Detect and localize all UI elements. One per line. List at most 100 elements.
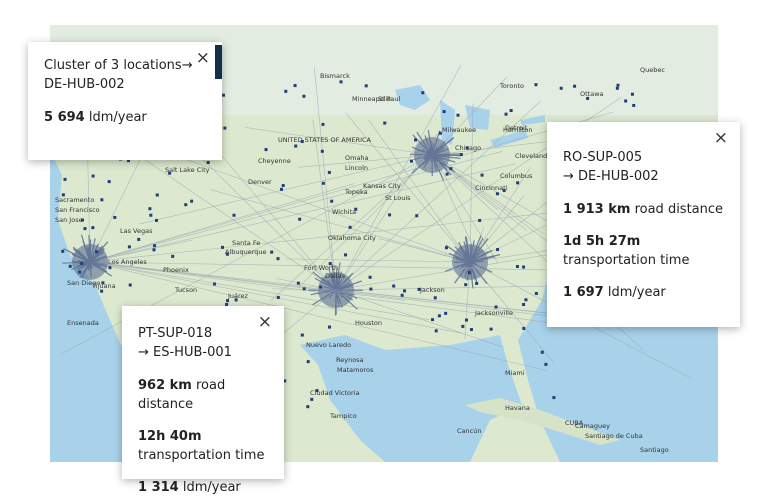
- location: [516, 181, 519, 184]
- location: [307, 360, 310, 363]
- location: [319, 286, 322, 289]
- map-label: Los Angeles: [108, 258, 147, 266]
- close-button[interactable]: ×: [196, 48, 210, 68]
- cluster: [452, 244, 488, 280]
- location: [560, 87, 563, 90]
- map-label: St Louis: [385, 194, 411, 202]
- location: [171, 255, 174, 258]
- title-line: DE-HUB-002: [44, 75, 206, 94]
- location: [415, 214, 418, 217]
- location: [302, 95, 305, 98]
- location: [152, 248, 155, 251]
- fact-text: transportation time: [138, 448, 264, 463]
- location: [534, 83, 537, 86]
- location: [277, 257, 280, 260]
- location: [464, 283, 467, 286]
- map-label: Tampico: [329, 412, 357, 420]
- fact-value: 1 697: [563, 285, 604, 300]
- location: [616, 84, 619, 87]
- close-button[interactable]: ×: [258, 312, 272, 332]
- map-label: Cleveland: [515, 152, 547, 160]
- location: [113, 216, 116, 219]
- location: [91, 226, 94, 229]
- location: [631, 93, 634, 96]
- location: [446, 173, 449, 176]
- map-label: Lincoln: [345, 164, 368, 172]
- location: [298, 218, 301, 221]
- location: [190, 200, 193, 203]
- location: [294, 84, 297, 87]
- location: [340, 80, 343, 83]
- location: [421, 91, 424, 94]
- fact-text: road distance: [635, 202, 723, 217]
- map-label: UNITED STATES OF AMERICA: [278, 136, 372, 144]
- map-label: Las Vegas: [120, 227, 153, 235]
- location: [310, 398, 313, 401]
- location: [80, 262, 83, 265]
- location: [128, 245, 131, 248]
- location: [552, 396, 555, 399]
- location: [632, 104, 635, 107]
- location: [213, 282, 216, 285]
- location: [544, 363, 547, 366]
- location: [83, 227, 86, 230]
- location: [344, 253, 347, 256]
- map-label: Toronto: [499, 82, 524, 90]
- location: [223, 127, 226, 130]
- location: [444, 312, 447, 315]
- map-label: Oklahoma City: [328, 234, 376, 242]
- map-label: Ensenada: [67, 319, 99, 327]
- location: [460, 153, 463, 156]
- location: [369, 288, 372, 291]
- location: [490, 328, 493, 331]
- location: [222, 94, 225, 97]
- location: [63, 178, 66, 181]
- map-label: Reynosa: [336, 356, 364, 364]
- fact-value: 1 314: [138, 480, 179, 495]
- location: [328, 326, 331, 329]
- popup-title: RO-SUP-005→ DE-HUB-002: [563, 148, 724, 186]
- location: [401, 294, 404, 297]
- location: [510, 109, 513, 112]
- map-label: Santiago de Cuba: [585, 432, 643, 440]
- location: [303, 287, 306, 290]
- fact-value: 1d 5h 27m: [563, 234, 640, 249]
- location: [414, 138, 417, 141]
- location: [496, 192, 499, 195]
- location: [100, 290, 103, 293]
- location: [522, 327, 525, 330]
- location: [365, 84, 368, 87]
- fact-value: 1 913 km: [563, 202, 630, 217]
- map-label: Havana: [505, 404, 530, 412]
- location: [434, 296, 437, 299]
- location: [388, 213, 391, 216]
- map-label: Chicago: [455, 144, 481, 152]
- popup: ×RO-SUP-005→ DE-HUB-002 1 913 km road dis…: [547, 122, 740, 327]
- location: [481, 174, 484, 177]
- map-label: Bismarck: [320, 72, 350, 80]
- location: [95, 250, 98, 253]
- location: [184, 203, 187, 206]
- location: [297, 282, 300, 285]
- location: [470, 328, 473, 331]
- location: [465, 319, 468, 322]
- location: [505, 113, 508, 116]
- location: [328, 171, 331, 174]
- fact: 1 314 ldm/year: [138, 478, 268, 497]
- location: [369, 276, 372, 279]
- location: [301, 334, 304, 337]
- map-label: Sacramento: [55, 196, 94, 204]
- location: [69, 265, 72, 268]
- close-button[interactable]: ×: [714, 128, 728, 148]
- fact: 962 km road distance: [138, 376, 268, 414]
- map-label: San Jose: [55, 216, 83, 224]
- location: [443, 110, 446, 113]
- map-label: Columbus: [500, 172, 533, 180]
- location: [573, 85, 576, 88]
- location: [148, 207, 151, 210]
- location: [294, 145, 297, 148]
- location: [449, 167, 452, 170]
- location: [221, 246, 224, 249]
- location: [284, 90, 287, 93]
